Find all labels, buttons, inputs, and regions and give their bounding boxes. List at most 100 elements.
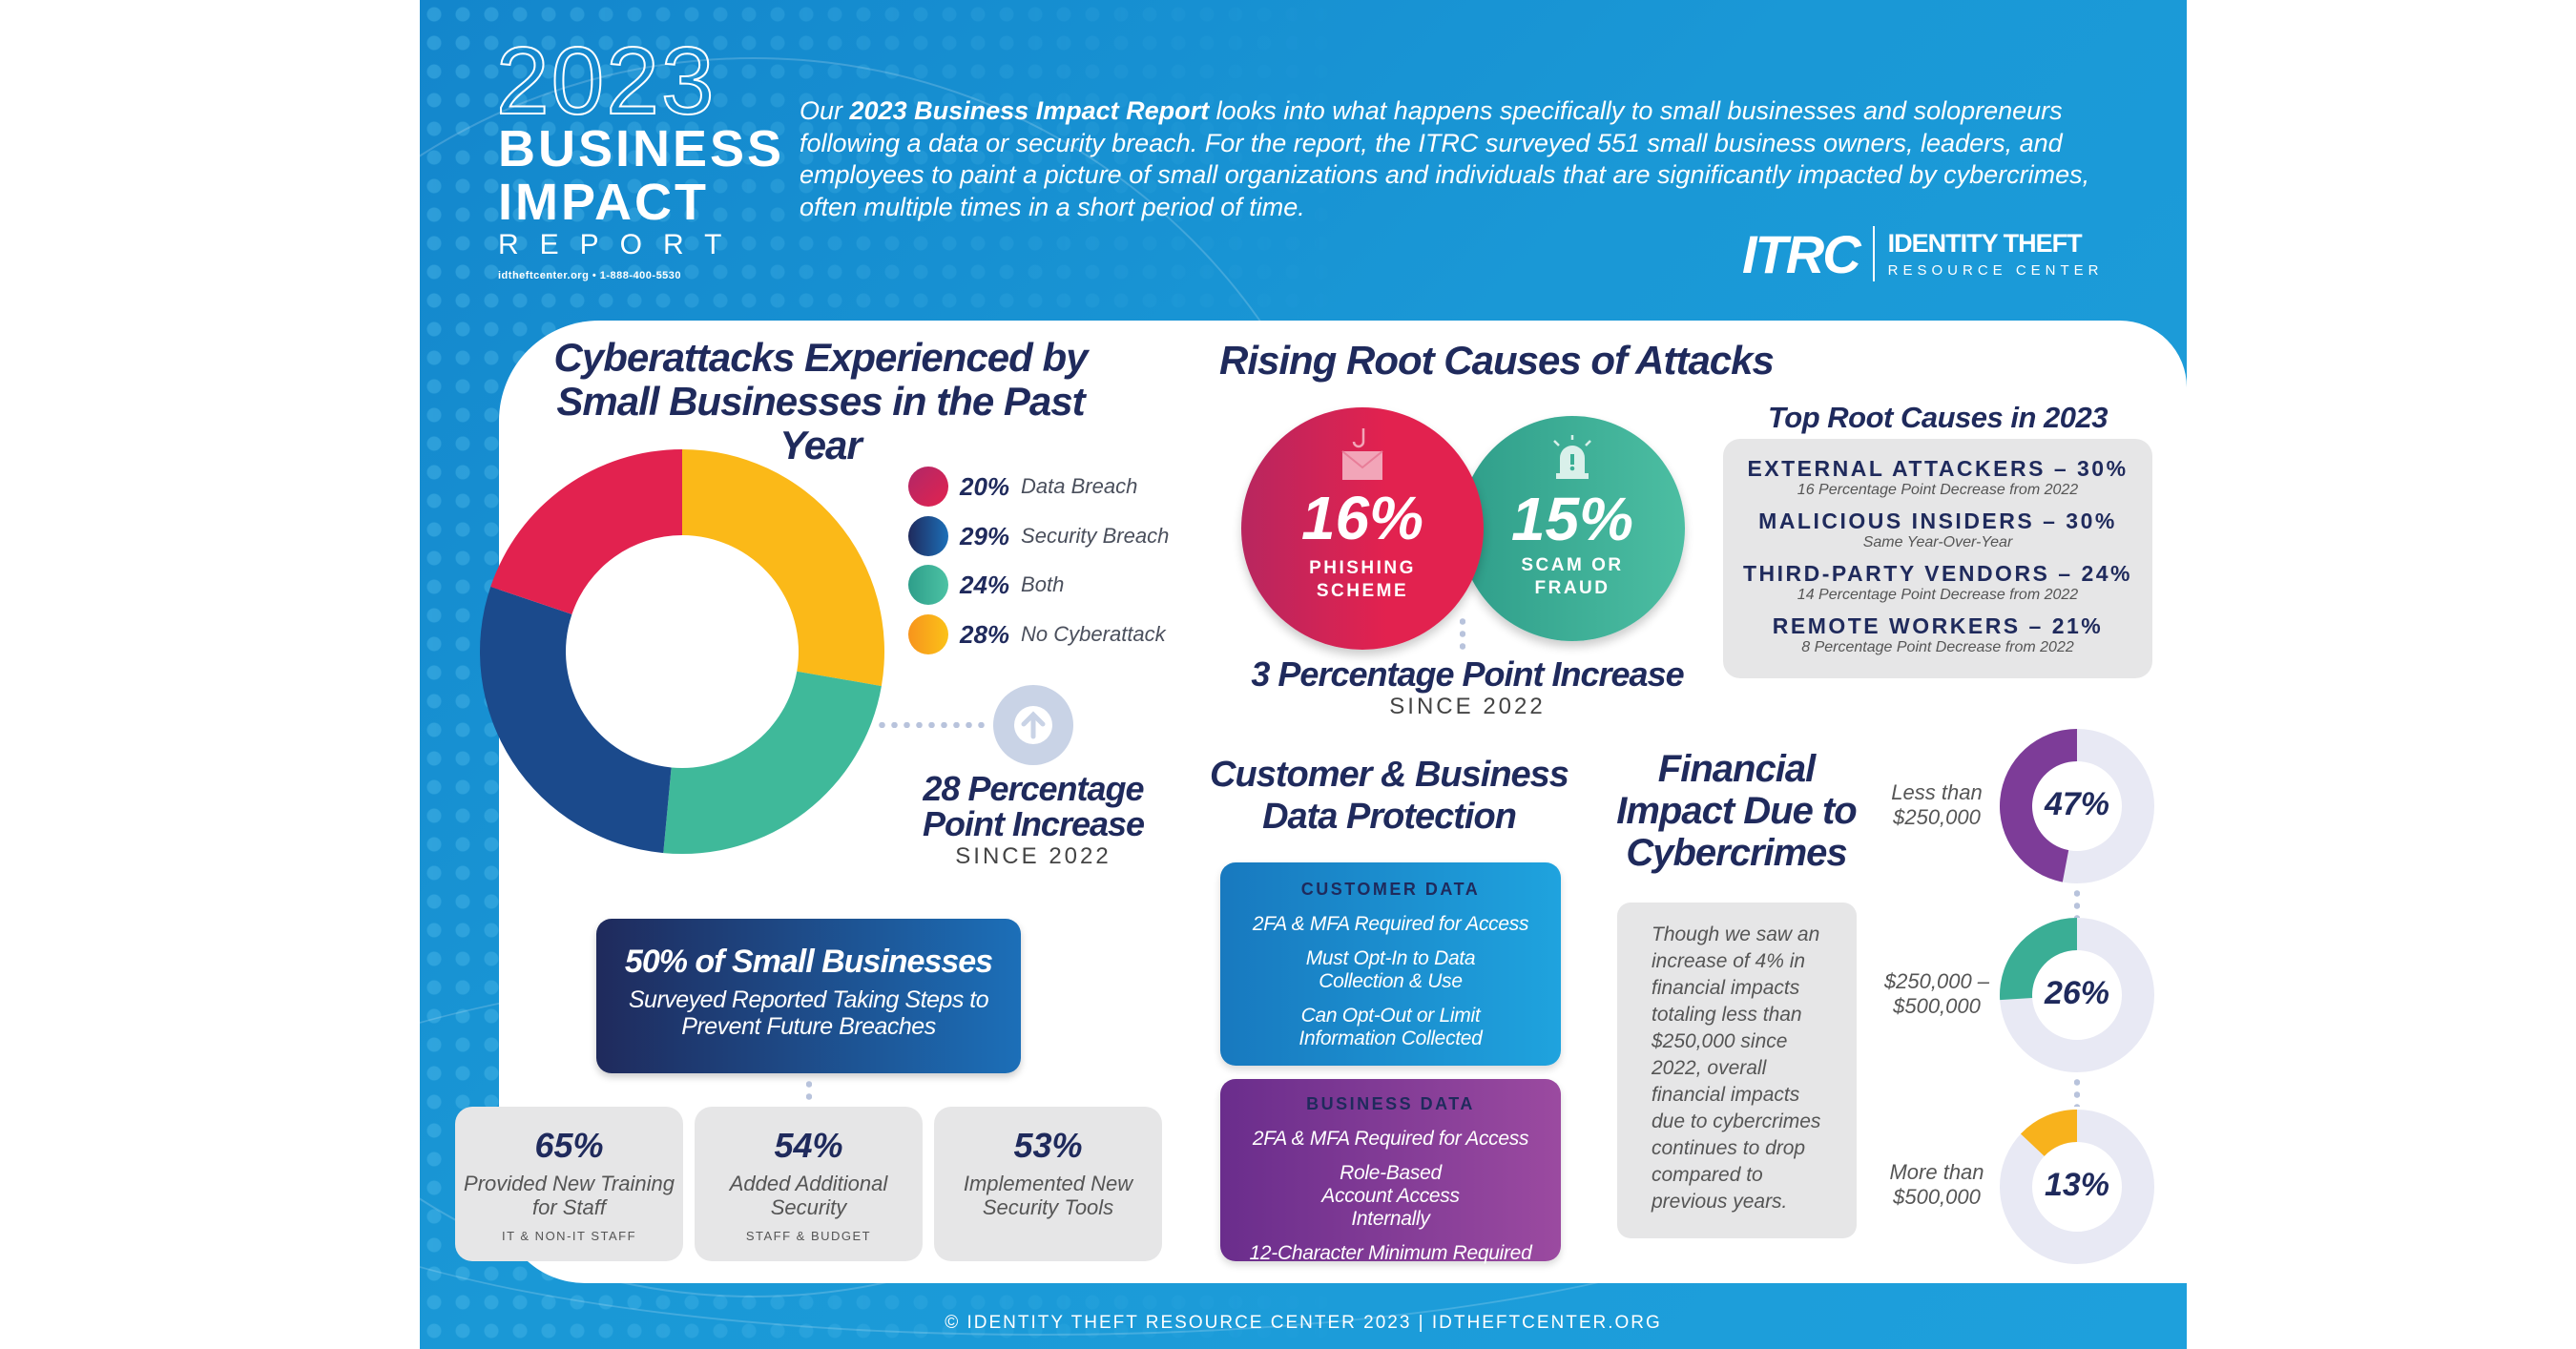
- intro-paragraph: Our 2023 Business Impact Report looks in…: [800, 95, 2097, 223]
- customer-data-heading: CUSTOMER DATA: [1300, 880, 1481, 899]
- logo-year: 2023: [495, 28, 717, 135]
- logo-contact: idtheftcenter.org • 1-888-400-5530: [498, 270, 682, 281]
- increase-line2: Point Increase: [922, 804, 1145, 843]
- financial-impact-title: Financial Impact Due to Cybercrimes: [1584, 748, 1889, 874]
- ring-segment: [2000, 918, 2077, 1001]
- title-line1: Customer & Business: [1210, 755, 1569, 795]
- prevention-headline: 50% of Small Businesses: [624, 944, 993, 980]
- protection-item: 12-Character Minimum Required: [1249, 1242, 1532, 1264]
- root-cause-item: MALICIOUS INSIDERS – 30% Same Year-Over-Y…: [1723, 508, 2152, 551]
- legend-label: Data Breach: [1021, 474, 1138, 498]
- ring-pct: 47%: [2044, 786, 2110, 822]
- step-desc: Added Additional Security: [729, 1172, 888, 1219]
- legend-label: Both: [1021, 572, 1065, 596]
- step-sub: STAFF & BUDGET: [745, 1229, 872, 1243]
- cause-label: MALICIOUS INSIDERS – 30%: [1758, 508, 2117, 533]
- donut-segment-data-breach: [490, 449, 682, 614]
- prevention-subtext: Surveyed Reported Taking Steps to Preven…: [628, 986, 989, 1040]
- scam-pct: 15%: [1510, 485, 1634, 553]
- prevention-step-card: 65% Provided New Training for Staff IT & N…: [455, 1107, 683, 1261]
- cause-note: 16 Percentage Point Decrease from 2022: [1797, 482, 2079, 498]
- donut-segment-both: [663, 671, 882, 854]
- dotted-connector: [806, 1078, 812, 1103]
- legend-label: No Cyberattack: [1021, 622, 1166, 646]
- phishing-label1: PHISHING: [1309, 558, 1416, 578]
- since-2022: SINCE 2022: [1389, 694, 1546, 719]
- alarm-siren-icon: [1553, 435, 1591, 479]
- root-cause-item: THIRD-PARTY VENDORS – 24% 14 Percentage P…: [1723, 561, 2152, 604]
- ring-label-line1: $250,000 –: [1883, 969, 1990, 993]
- cause-note: Same Year-Over-Year: [1862, 534, 2013, 550]
- cause-label: REMOTE WORKERS – 21%: [1772, 613, 2104, 638]
- itrc-logo-mark: ITRC: [1742, 223, 1861, 284]
- legend-pct: 28%: [960, 619, 1010, 649]
- ring-pct: 26%: [2044, 975, 2110, 1011]
- ring-label-line2: $250,000: [1893, 805, 1981, 829]
- scam-label2: FRAUD: [1534, 578, 1610, 598]
- logo-impact: IMPACT: [498, 174, 709, 231]
- intro-report-name: 2023 Business Impact Report: [849, 96, 1210, 125]
- root-causes-title: Rising Root Causes of Attacks: [1219, 338, 1775, 383]
- cause-note: 8 Percentage Point Decrease from 2022: [1801, 639, 2074, 655]
- data-protection-title: Customer & Business Data Protection: [1179, 754, 1599, 838]
- dotted-connector: [876, 722, 988, 728]
- root-cause-item: EXTERNAL ATTACKERS – 30% 16 Percentage Po…: [1723, 456, 2152, 499]
- step-desc: Provided New Training for Staff: [464, 1172, 675, 1219]
- legend-pct: 24%: [960, 570, 1010, 599]
- prevention-summary-box: 50% of Small Businesses Surveyed Reporte…: [596, 919, 1021, 1073]
- ring-label-line2: $500,000: [1893, 994, 1981, 1018]
- footer-copyright: © IDENTITY THEFT RESOURCE CENTER 2023 | …: [945, 1313, 1662, 1333]
- customer-data-box: CUSTOMER DATA 2FA & MFA Required for Acc…: [1220, 862, 1561, 1066]
- protection-item: Role-Based Account Access Internally: [1321, 1162, 1460, 1230]
- since-2022: SINCE 2022: [955, 843, 1111, 869]
- org-name-line1: IDENTITY THEFT: [1887, 229, 2083, 258]
- ring-label: $250,000 – $500,000: [1851, 969, 2023, 1019]
- top-root-causes-box: EXTERNAL ATTACKERS – 30% 16 Percentage Po…: [1723, 439, 2152, 678]
- legend-swatch: [908, 565, 948, 605]
- financial-note: Though we saw an increase of 4% in finan…: [1617, 903, 1857, 1238]
- step-pct: 54%: [774, 1126, 843, 1165]
- legend-item: 20% Data Breach: [908, 467, 1137, 507]
- protection-item: 2FA & MFA Required for Access: [1252, 913, 1529, 935]
- step-desc: Implemented New Security Tools: [963, 1172, 1133, 1219]
- step-pct: 53%: [1013, 1126, 1083, 1165]
- logo-report: REPORT: [498, 229, 743, 260]
- phishing-label2: SCHEME: [1316, 581, 1409, 601]
- ring-segment: [2020, 1110, 2077, 1156]
- legend-swatch: [908, 614, 948, 654]
- legend-item: 28% No Cyberattack: [908, 614, 1166, 654]
- org-name-line2: RESOURCE CENTER: [1887, 262, 2104, 279]
- phishing-pct: 16%: [1300, 484, 1424, 552]
- legend-item: 29% Security Breach: [908, 516, 1169, 556]
- intro-prefix: Our: [800, 96, 850, 125]
- cause-label: THIRD-PARTY VENDORS – 24%: [1743, 561, 2132, 586]
- donut-segment-security-breach: [479, 586, 672, 854]
- donut-segment-no-cyberattack: [682, 449, 884, 687]
- ring-label-line1: More than: [1889, 1160, 1984, 1184]
- arrow-up-circle-icon: [993, 685, 1073, 765]
- phishing-envelope-icon: [1341, 428, 1383, 480]
- protection-item: Must Opt-In to Data Collection & Use: [1305, 947, 1476, 992]
- cause-note: 14 Percentage Point Decrease from 2022: [1797, 587, 2079, 603]
- ring-label: More than $500,000: [1851, 1160, 2023, 1210]
- scam-fraud-bubble: 15% SCAM OR FRAUD: [1460, 416, 1685, 641]
- ring-label-line1: Less than: [1891, 780, 1983, 804]
- ring-label: Less than $250,000: [1851, 780, 2023, 830]
- step-sub: IT & NON-IT STAFF: [501, 1229, 637, 1243]
- cyberattacks-donut-chart: [479, 449, 884, 854]
- protection-item: Can Opt-Out or Limit Information Collect…: [1298, 1005, 1483, 1049]
- legend-swatch: [908, 516, 948, 556]
- ring-track: [2000, 1110, 2154, 1264]
- dotted-connector: [1460, 615, 1465, 652]
- prevention-step-card: 53% Implemented New Security Tools: [934, 1107, 1162, 1261]
- phishing-bubble: 16% PHISHING SCHEME: [1241, 407, 1484, 650]
- prevention-step-card: 54% Added Additional Security STAFF & BUDG…: [695, 1107, 923, 1261]
- scam-label1: SCAM OR: [1521, 555, 1624, 575]
- title-line2: Impact Due to: [1616, 790, 1857, 832]
- cause-label: EXTERNAL ATTACKERS – 30%: [1747, 456, 2129, 481]
- title-line2: Data Protection: [1262, 797, 1517, 837]
- legend-pct: 20%: [960, 471, 1010, 501]
- intro-text: looks into what happens specifically to …: [800, 96, 2090, 221]
- legend-pct: 29%: [960, 521, 1010, 550]
- business-data-box: BUSINESS DATA 2FA & MFA Required for Acc…: [1220, 1079, 1561, 1264]
